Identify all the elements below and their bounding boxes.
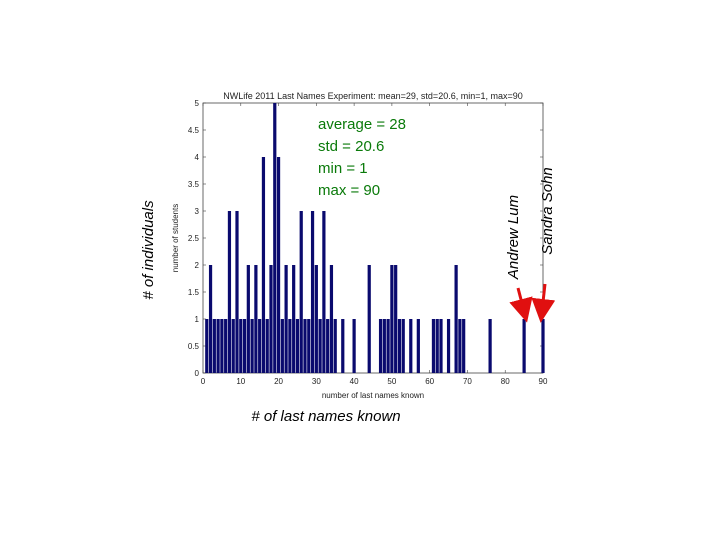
y-tick-label: 2.5	[188, 234, 200, 243]
bar	[462, 319, 466, 373]
y-tick-label: 1	[195, 315, 200, 324]
bar	[333, 319, 337, 373]
x-tick-label: 0	[201, 377, 206, 386]
bar	[488, 319, 492, 373]
x-axis-label: number of last names known	[322, 391, 424, 400]
x-tick-label: 50	[387, 377, 396, 386]
bar	[416, 319, 420, 373]
bar	[446, 319, 451, 373]
bar	[522, 319, 526, 373]
overlay-x-label: # of last names known	[251, 408, 400, 425]
x-axis: 0 10 20 30 40 50 60 70 80 90	[201, 103, 548, 386]
x-tick-label: 40	[350, 377, 359, 386]
bar	[439, 319, 443, 373]
bar	[231, 319, 235, 373]
bar	[280, 319, 284, 373]
bar	[310, 211, 315, 373]
bars	[205, 103, 545, 373]
y-tick-label: 4.5	[188, 126, 200, 135]
bar	[235, 211, 239, 373]
bar	[208, 265, 213, 373]
name-label-andrew-lum: Andrew Lum	[505, 195, 522, 280]
bar	[276, 157, 281, 373]
bar	[541, 319, 545, 373]
bar	[212, 319, 216, 373]
bar	[250, 319, 254, 373]
bar	[258, 319, 262, 373]
bar	[227, 211, 232, 373]
name-label-sandra-sohn: Sandra Sohn	[539, 167, 556, 255]
stats-average: average = 28	[318, 116, 406, 133]
bar	[299, 211, 303, 373]
bar	[378, 319, 383, 373]
bar	[341, 319, 345, 373]
x-tick-label: 30	[312, 377, 321, 386]
x-tick-label: 10	[236, 377, 245, 386]
y-axis: 0 0.5 1 1.5 2 2.5 3 3.5 4 4.5 5	[188, 99, 543, 378]
bar	[397, 319, 402, 373]
bar	[216, 319, 220, 373]
bar	[292, 265, 296, 373]
bar	[386, 319, 390, 373]
bar	[318, 319, 322, 373]
x-tick-label: 90	[539, 377, 548, 386]
bar	[205, 319, 209, 373]
bar	[390, 265, 394, 373]
bar	[326, 319, 330, 373]
bar	[458, 319, 462, 373]
bar	[246, 265, 250, 373]
bar	[220, 319, 224, 373]
bar	[224, 319, 228, 373]
bar	[394, 265, 398, 373]
arrow-andrew-lum	[509, 287, 533, 323]
stats-min: min = 1	[318, 160, 368, 177]
plot-title: NWLife 2011 Last Names Experiment: mean=…	[223, 91, 523, 101]
x-tick-label: 20	[274, 377, 283, 386]
bar	[254, 265, 258, 373]
y-tick-label: 4	[195, 153, 200, 162]
bar	[261, 157, 266, 373]
bar	[273, 103, 277, 373]
bar	[322, 211, 326, 373]
bar	[409, 319, 413, 373]
y-tick-label: 5	[195, 99, 200, 108]
x-tick-label: 70	[463, 377, 472, 386]
bar	[431, 319, 436, 373]
bar	[401, 319, 405, 373]
y-tick-label: 1.5	[188, 288, 200, 297]
y-axis-label: number of students	[171, 204, 180, 272]
bar	[239, 319, 243, 373]
bar	[307, 319, 311, 373]
x-tick-label: 60	[425, 377, 434, 386]
y-tick-label: 0	[195, 369, 200, 378]
y-tick-label: 2	[195, 261, 200, 270]
bar	[265, 319, 269, 373]
y-tick-label: 3.5	[188, 180, 200, 189]
bar	[284, 265, 288, 373]
bar	[382, 319, 386, 373]
overlay-y-label: # of individuals	[140, 200, 157, 300]
bar	[314, 265, 318, 373]
bar	[288, 319, 292, 373]
bar	[329, 265, 334, 373]
bar	[295, 319, 300, 373]
x-tick-label: 80	[501, 377, 510, 386]
bar	[454, 265, 458, 373]
bar	[303, 319, 307, 373]
arrow-sandra-sohn	[531, 283, 556, 323]
stats-max: max = 90	[318, 182, 380, 199]
stats-std: std = 20.6	[318, 138, 384, 155]
bar	[269, 265, 273, 373]
y-tick-label: 0.5	[188, 342, 200, 351]
bar	[352, 319, 356, 373]
bar	[367, 265, 371, 373]
bar	[242, 319, 247, 373]
bar	[435, 319, 439, 373]
y-tick-label: 3	[195, 207, 200, 216]
